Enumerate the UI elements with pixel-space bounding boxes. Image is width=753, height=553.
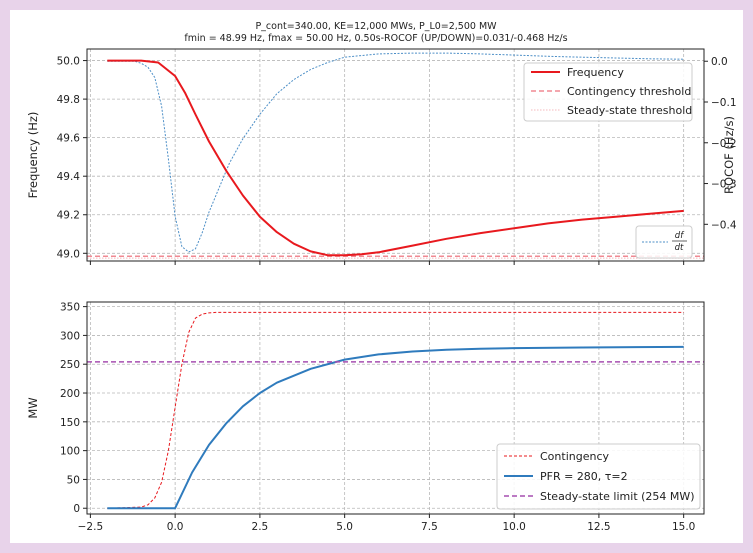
bottom-yaxis-tick-label: 100 <box>60 446 80 458</box>
legend-rocof-denominator: dt <box>675 243 684 253</box>
bottom-xaxis-tick-label: 5.0 <box>336 521 353 533</box>
figure-title-line2: fmin = 48.99 Hz, fmax = 50.00 Hz, 0.50s-… <box>184 33 567 44</box>
top-ylabel-right: ROCOF (Hz/s) <box>722 116 736 194</box>
bottom-yaxis-tick-label: 250 <box>60 359 80 371</box>
bottom-xaxis-tick-label: 10.0 <box>502 521 525 533</box>
bottom-xaxis-tick-label: −2.5 <box>78 521 104 533</box>
legend-contingency-label: Contingency <box>540 450 609 463</box>
bottom-xaxis-tick-label: 12.5 <box>587 521 610 533</box>
bottom-yaxis-tick-label: 200 <box>60 388 80 400</box>
bottom-yaxis-tick-label: 300 <box>60 330 80 342</box>
top-yaxis-tick-label: 49.0 <box>57 248 80 260</box>
series-contingency-line <box>107 311 684 509</box>
top-yaxis-right-tick-label: −0.3 <box>711 179 737 191</box>
top-axes-frame <box>86 48 705 262</box>
top-ylabel: Frequency (Hz) <box>26 112 40 199</box>
bottom-legend-box <box>496 443 701 510</box>
bottom-legend: Contingency PFR = 280, τ=2 Steady-state … <box>496 443 701 510</box>
legend-contingency-threshold-label: Contingency threshold <box>567 85 691 98</box>
bottom-yaxis-tick-label: 350 <box>60 302 80 314</box>
bottom-ylabel: MW <box>26 397 40 418</box>
top-legend-box <box>523 62 693 122</box>
bottom-yaxis-tick-label: 0 <box>73 503 80 515</box>
top-yaxis-right-tick-label: −0.4 <box>711 219 737 231</box>
top-legend-right: df dt <box>635 225 693 259</box>
top-yaxis-tick-label: 49.4 <box>57 171 81 183</box>
top-yaxis-right-tick-label: −0.1 <box>711 97 737 109</box>
series-pfr-280-2-line <box>107 345 684 510</box>
legend-steady-threshold-label: Steady-state threshold <box>567 104 692 117</box>
top-yaxis-right-tick-label: −0.2 <box>711 138 737 150</box>
bottom-series-layer <box>87 311 704 510</box>
series-df-dt-line <box>107 52 684 253</box>
top-legend: Frequency Contingency threshold Steady-s… <box>523 62 693 122</box>
bottom-tick-layer: 0 50 100 150 200 250 300 350 −2.5 0.0 2.5 5.0 7.5 10.… <box>60 302 695 533</box>
top-yaxis-tick-label: 49.6 <box>57 133 81 145</box>
bottom-xaxis-tick-label: 7.5 <box>421 521 438 533</box>
bottom-axes-frame <box>86 301 705 515</box>
frequency-response-figure: P_cont=340.00, KE=12,000 MWs, P_L0=2,500… <box>26 21 737 533</box>
figure-title-line1: P_cont=340.00, KE=12,000 MWs, P_L0=2,500… <box>255 21 497 32</box>
bottom-yaxis-tick-label: 50 <box>67 474 80 486</box>
bottom-yaxis-tick-label: 150 <box>60 417 80 429</box>
top-yaxis-tick-label: 50.0 <box>57 56 80 68</box>
figure-canvas: P_cont=340.00, KE=12,000 MWs, P_L0=2,500… <box>10 10 743 543</box>
legend-pfr-label: PFR = 280, τ=2 <box>540 470 628 483</box>
top-yaxis-tick-label: 49.8 <box>57 94 80 106</box>
top-yaxis-tick-label: 49.2 <box>57 210 80 222</box>
legend-rocof-numerator: df <box>675 231 685 241</box>
top-tick-layer: 50.0 49.8 49.6 49.4 49.2 49.0 0.0 −0.1 −0.2 −0.3 −… <box>57 56 737 265</box>
top-yaxis-right-tick-label: 0.0 <box>711 56 728 68</box>
series-frequency-line <box>107 59 684 257</box>
top-series-layer <box>87 52 704 259</box>
bottom-xaxis-tick-label: 15.0 <box>672 521 695 533</box>
legend-steady-limit-label: Steady-state limit (254 MW) <box>540 490 695 503</box>
bottom-xaxis-tick-label: 0.0 <box>167 521 184 533</box>
bottom-xaxis-tick-label: 2.5 <box>252 521 269 533</box>
top-grid <box>87 49 704 261</box>
legend-frequency-label: Frequency <box>567 66 624 79</box>
